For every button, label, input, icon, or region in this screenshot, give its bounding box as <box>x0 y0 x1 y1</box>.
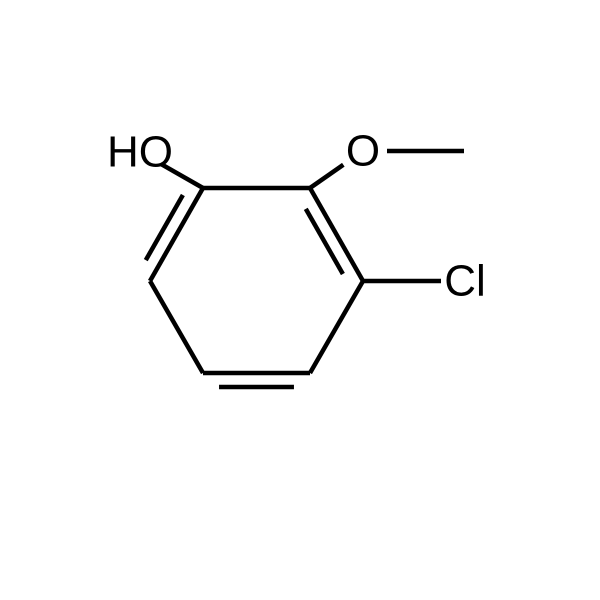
svg-text:Cl: Cl <box>444 257 486 306</box>
molecular-structure-diagram: HO O Cl <box>0 0 600 600</box>
svg-text:HO: HO <box>107 128 173 177</box>
svg-text:O: O <box>346 127 380 176</box>
